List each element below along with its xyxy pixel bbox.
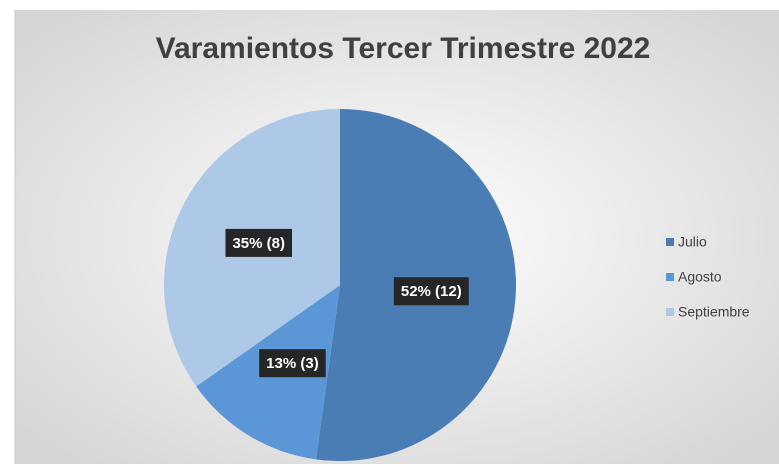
data-label: 35% (8) — [225, 228, 293, 257]
data-label-box — [393, 277, 469, 306]
data-label-box — [259, 349, 326, 378]
chart-title: Varamientos Tercer Trimestre 2022 — [156, 32, 651, 65]
data-label-box — [225, 228, 293, 257]
data-label: 52% (12) — [393, 277, 469, 306]
data-label-text: 13% (3) — [266, 355, 319, 372]
legend-swatch — [666, 308, 674, 316]
legend-label: Julio — [678, 234, 707, 250]
legend-label: Agosto — [678, 269, 722, 285]
data-label-text: 35% (8) — [232, 235, 285, 252]
legend-swatch — [666, 238, 674, 246]
legend-label: Septiembre — [678, 304, 750, 320]
legend-swatch — [666, 273, 674, 281]
data-label-text: 52% (12) — [401, 283, 462, 300]
data-label: 13% (3) — [259, 349, 326, 378]
